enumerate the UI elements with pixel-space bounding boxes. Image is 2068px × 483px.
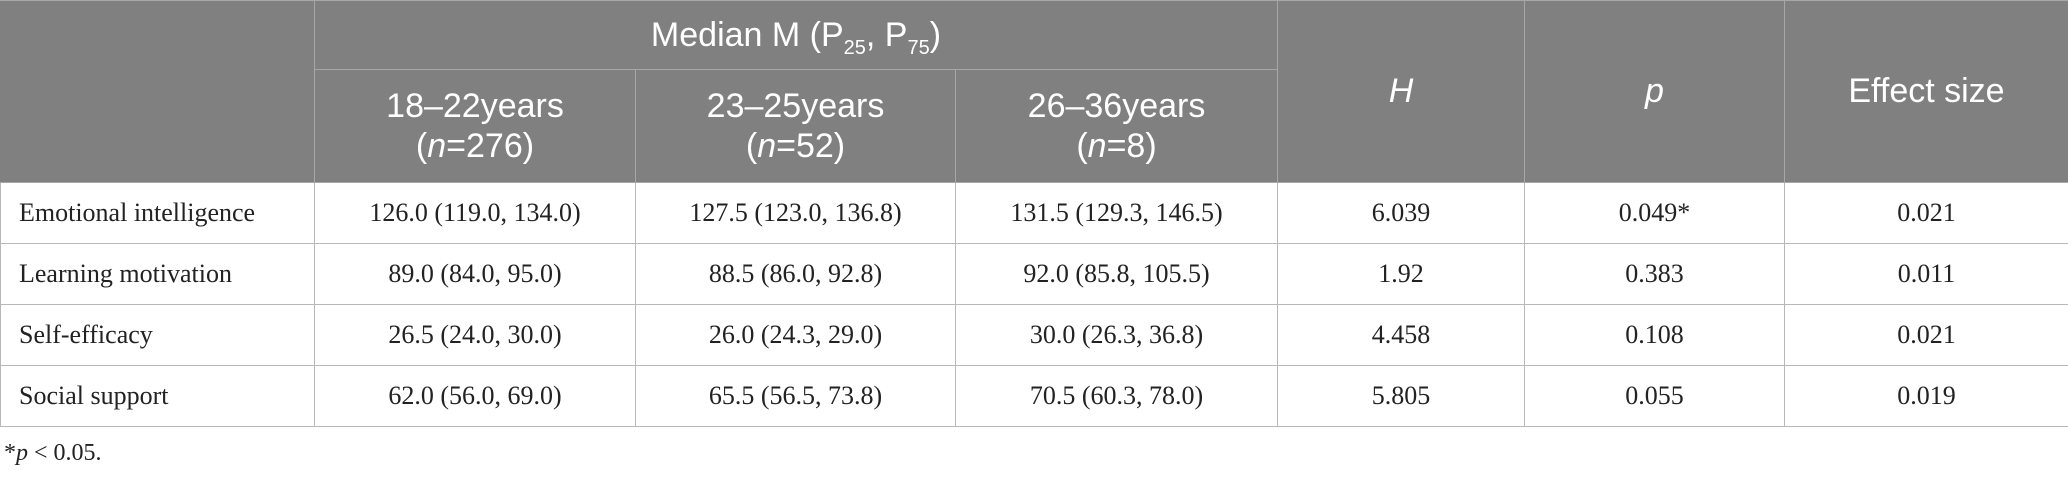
cell-h: 5.805 xyxy=(1277,365,1525,427)
cell-h: 6.039 xyxy=(1277,182,1525,244)
row-label: Emotional intelligence xyxy=(0,182,315,244)
table-row: Learning motivation 89.0 (84.0, 95.0) 88… xyxy=(0,243,2068,305)
cell-group-1: 26.5 (24.0, 30.0) xyxy=(314,304,636,366)
cell-group-1: 62.0 (56.0, 69.0) xyxy=(314,365,636,427)
n-value: =52) xyxy=(776,127,846,165)
cell-p: 0.055 xyxy=(1524,365,1785,427)
cell-group-3: 70.5 (60.3, 78.0) xyxy=(955,365,1278,427)
cell-effect: 0.011 xyxy=(1784,243,2068,305)
table-row: Self-efficacy 26.5 (24.0, 30.0) 26.0 (24… xyxy=(0,304,2068,366)
n-symbol: n xyxy=(427,127,447,165)
row-label: Social support xyxy=(0,365,315,427)
cell-group-2: 65.5 (56.5, 73.8) xyxy=(635,365,956,427)
n-value: =276) xyxy=(446,127,535,165)
cell-group-2: 127.5 (123.0, 136.8) xyxy=(635,182,956,244)
n-open-paren: ( xyxy=(1076,127,1088,165)
median-suffix: ) xyxy=(929,15,942,54)
table-row: Emotional intelligence 126.0 (119.0, 134… xyxy=(0,182,2068,244)
header-blank-cell xyxy=(0,0,315,183)
table-row: Social support 62.0 (56.0, 69.0) 65.5 (5… xyxy=(0,365,2068,427)
cell-group-3: 92.0 (85.8, 105.5) xyxy=(955,243,1278,305)
footnote-star: * xyxy=(4,440,16,466)
group-label: 23–25years xyxy=(706,87,885,125)
header-h: H xyxy=(1277,0,1525,183)
cell-group-2: 26.0 (24.3, 29.0) xyxy=(635,304,956,366)
cell-group-1: 126.0 (119.0, 134.0) xyxy=(314,182,636,244)
n-open-paren: ( xyxy=(415,127,428,165)
cell-group-2: 88.5 (86.0, 92.8) xyxy=(635,243,956,305)
cell-group-1: 89.0 (84.0, 95.0) xyxy=(314,243,636,305)
p75-subscript: 75 xyxy=(907,36,930,59)
header-effect-size: Effect size xyxy=(1784,0,2068,183)
table-footnote: *p < 0.05. xyxy=(4,440,102,467)
p25-subscript: 25 xyxy=(843,36,866,59)
group-label: 26–36years xyxy=(1027,87,1206,125)
table-container: Median M (P25, P75) H p Effect size 18–2… xyxy=(0,0,2068,427)
cell-h: 4.458 xyxy=(1277,304,1525,366)
table-header: Median M (P25, P75) H p Effect size 18–2… xyxy=(0,0,2068,183)
cell-group-3: 131.5 (129.3, 146.5) xyxy=(955,182,1278,244)
cell-effect: 0.019 xyxy=(1784,365,2068,427)
cell-p: 0.383 xyxy=(1524,243,1785,305)
header-median-group: Median M (P25, P75) xyxy=(314,0,1278,70)
header-p: p xyxy=(1524,0,1785,183)
n-value: =8) xyxy=(1106,127,1157,165)
cell-p: 0.108 xyxy=(1524,304,1785,366)
row-label: Learning motivation xyxy=(0,243,315,305)
footnote-p-symbol: p xyxy=(16,440,28,466)
n-symbol: n xyxy=(757,127,777,165)
table-body: Emotional intelligence 126.0 (119.0, 134… xyxy=(0,182,2068,427)
median-prefix: Median M (P xyxy=(650,15,844,54)
header-group-2: 23–25years (n=52) xyxy=(635,69,956,183)
header-group-1: 18–22years (n=276) xyxy=(314,69,636,183)
cell-h: 1.92 xyxy=(1277,243,1525,305)
cell-effect: 0.021 xyxy=(1784,304,2068,366)
cell-group-3: 30.0 (26.3, 36.8) xyxy=(955,304,1278,366)
results-table: Median M (P25, P75) H p Effect size 18–2… xyxy=(0,0,2068,427)
group-label: 18–22years xyxy=(386,87,564,125)
cell-effect: 0.021 xyxy=(1784,182,2068,244)
row-label: Self-efficacy xyxy=(0,304,315,366)
cell-p: 0.049* xyxy=(1524,182,1785,244)
n-symbol: n xyxy=(1087,127,1107,165)
header-group-3: 26–36years (n=8) xyxy=(955,69,1278,183)
median-mid: , P xyxy=(865,15,908,54)
n-open-paren: ( xyxy=(745,127,758,165)
footnote-text: < 0.05. xyxy=(28,440,102,466)
